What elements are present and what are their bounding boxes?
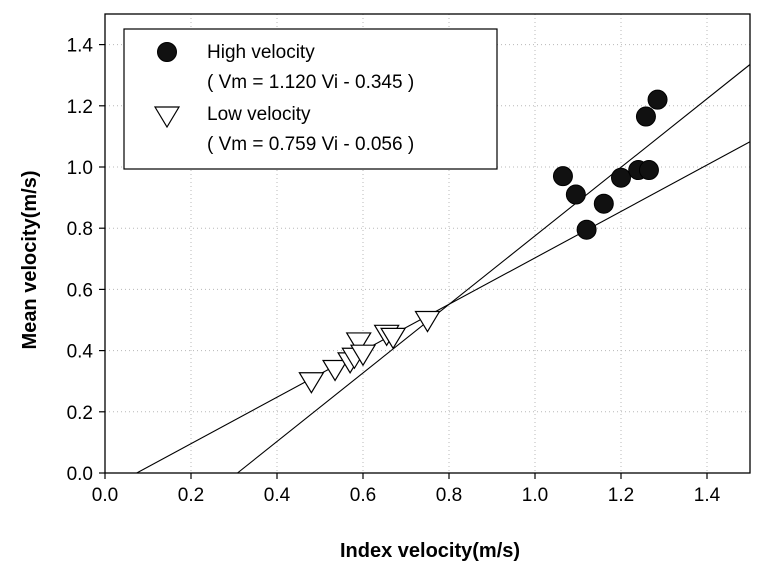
y-tick-label: 0.6	[67, 280, 93, 301]
point-high-velocity	[593, 193, 614, 214]
point-low-velocity	[349, 344, 377, 367]
x-axis-title: Index velocity(m/s)	[340, 540, 520, 562]
x-tick-label: 0.0	[92, 485, 118, 506]
fit-lines	[136, 64, 750, 473]
point-high-velocity	[611, 167, 631, 188]
point-high-velocity	[635, 106, 656, 127]
point-low-velocity	[298, 372, 325, 394]
point-high-velocity	[552, 166, 573, 187]
y-tick-label: 0.2	[67, 403, 93, 424]
fit-line-high-velocity	[237, 64, 750, 473]
point-low-velocity	[380, 327, 407, 350]
data-points	[298, 89, 668, 394]
x-tick-label: 0.8	[436, 485, 462, 506]
legend-equation-low-velocity: ( Vm = 0.759 Vi - 0.056 )	[207, 134, 414, 155]
legend: High velocity ( Vm = 1.120 Vi - 0.345 ) …	[123, 28, 498, 170]
y-tick-label: 0.0	[67, 464, 93, 485]
x-tick-label: 0.2	[178, 485, 204, 506]
point-high-velocity	[565, 184, 586, 205]
x-tick-label: 1.4	[694, 485, 721, 506]
point-low-velocity	[321, 359, 349, 382]
x-tick-label: 0.6	[350, 485, 376, 506]
y-axis-title: Mean velocity(m/s)	[19, 171, 41, 350]
legend-marker-low-velocity	[153, 106, 181, 129]
axis-ticks: 0.0 0.2 0.4 0.6 0.8 1.0 1.2 1.4 0.0 0.2 0.4 0.6 0.8 1…	[67, 36, 721, 506]
legend-label-low-velocity: Low velocity	[207, 104, 311, 125]
point-high-velocity	[638, 160, 659, 181]
x-tick-label: 0.4	[264, 485, 291, 506]
y-tick-label: 0.4	[67, 342, 94, 363]
legend-equation-high-velocity: ( Vm = 1.120 Vi - 0.345 )	[207, 72, 414, 93]
point-low-velocity	[345, 332, 372, 355]
point-low-velocity	[414, 310, 441, 333]
y-tick-label: 0.8	[67, 219, 93, 240]
point-high-velocity	[647, 89, 668, 110]
fit-line-low-velocity	[136, 141, 750, 473]
y-tick-label: 1.0	[67, 158, 93, 179]
plot-frame	[104, 13, 751, 474]
legend-label-high-velocity: High velocity	[207, 42, 315, 63]
point-high-velocity	[576, 219, 597, 240]
y-tick-label: 1.4	[67, 36, 94, 57]
legend-box	[123, 28, 498, 170]
y-tick-label: 1.2	[67, 97, 93, 118]
x-tick-label: 1.2	[608, 485, 634, 506]
legend-marker-high-velocity	[157, 42, 177, 62]
x-tick-label: 1.0	[522, 485, 548, 506]
